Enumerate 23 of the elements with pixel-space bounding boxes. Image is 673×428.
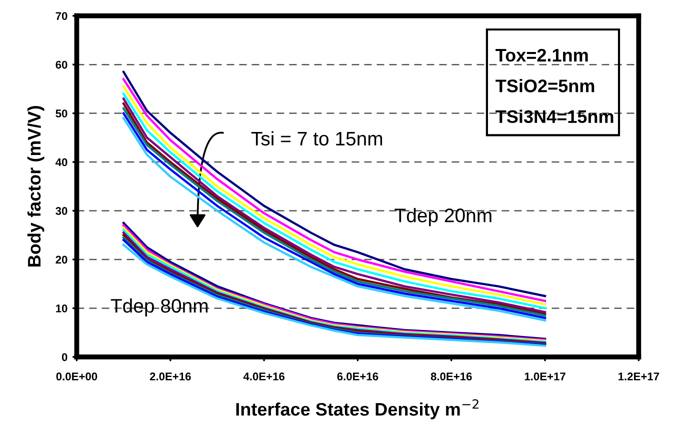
y-tick-label: 50 [56, 110, 68, 118]
annotation: Tdep 20nm [394, 208, 492, 226]
x-tick-label: 4.0E+16 [243, 372, 284, 380]
y-axis-title: Body factor (mV/V) [27, 106, 44, 266]
annotation: Tox=2.1nm [496, 48, 588, 62]
x-tick-label: 0.0E+00 [56, 372, 98, 380]
x-tick-label: 1.2E+17 [618, 372, 660, 380]
y-tick-label: 60 [56, 60, 68, 69]
annotation: Tdep 80nm [110, 298, 208, 317]
y-tick-label: 10 [56, 304, 68, 312]
annotation: TSiO2=5nm [496, 79, 594, 92]
x-tick-label: 2.0E+16 [150, 372, 191, 380]
y-tick-label: 30 [56, 207, 68, 215]
y-tick-label: 40 [56, 158, 68, 166]
x-axis-title: Interface States Density m$^{−2}$ [236, 399, 478, 420]
annotation: TSi3N4=15nm [496, 110, 614, 124]
y-tick-label: 20 [56, 256, 68, 264]
x-tick-label: 8.0E+16 [430, 372, 472, 380]
y-tick-label: 70 [56, 12, 68, 20]
y-tick-label: 0 [62, 353, 68, 362]
annotation: Tsi = 7 to 15nm [251, 131, 382, 146]
x-tick-label: 1.0E+17 [524, 372, 566, 380]
x-tick-label: 6.0E+16 [337, 372, 378, 380]
